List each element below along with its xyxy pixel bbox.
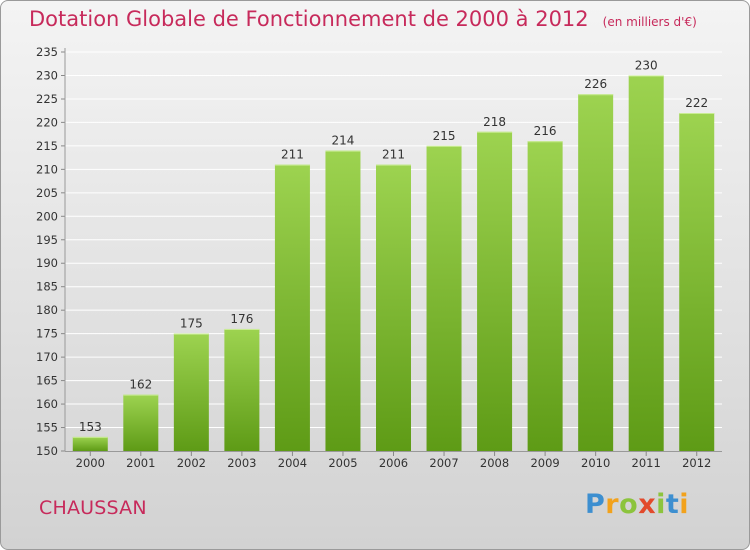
y-tick-label: 180 bbox=[36, 303, 58, 317]
y-tick-label: 165 bbox=[36, 374, 58, 388]
y-tick-label: 210 bbox=[36, 162, 58, 176]
logo-letter: t bbox=[665, 489, 680, 520]
x-tick-label: 2002 bbox=[177, 456, 206, 470]
x-tick-label: 2009 bbox=[530, 456, 559, 470]
x-tick-label: 2007 bbox=[429, 456, 458, 470]
y-tick-label: 220 bbox=[36, 115, 58, 129]
y-tick-label: 195 bbox=[36, 233, 58, 247]
logo-letter: i bbox=[656, 489, 666, 520]
x-tick-label: 2003 bbox=[227, 456, 256, 470]
data-label: 215 bbox=[433, 129, 456, 143]
y-tick-label: 160 bbox=[36, 397, 58, 411]
chart-title-text: Dotation Globale de Fonctionnement de 20… bbox=[29, 7, 589, 31]
y-tick-label: 215 bbox=[36, 139, 58, 153]
labels: 150 155 160 165 170 175 180 185 190 195 200 205 210 2… bbox=[36, 45, 711, 470]
data-label: 162 bbox=[129, 378, 152, 392]
x-tick-label: 2005 bbox=[328, 456, 357, 470]
logo-letter: x bbox=[638, 489, 657, 520]
data-label: 214 bbox=[332, 134, 355, 148]
bar bbox=[679, 113, 715, 451]
data-label: 218 bbox=[483, 115, 506, 129]
data-label: 216 bbox=[534, 124, 557, 138]
data-label: 153 bbox=[79, 420, 102, 434]
y-tick-label: 200 bbox=[36, 209, 58, 223]
bar bbox=[376, 164, 411, 452]
y-tick-label: 155 bbox=[36, 421, 58, 435]
y-tick-label: 230 bbox=[36, 68, 58, 82]
commune-name: CHAUSSAN bbox=[39, 497, 147, 519]
data-label: 226 bbox=[584, 77, 607, 91]
y-tick-label: 185 bbox=[36, 280, 58, 294]
bar bbox=[224, 328, 260, 451]
logo-letter: o bbox=[619, 489, 639, 520]
logo-letter: i bbox=[679, 489, 690, 520]
bar bbox=[426, 145, 462, 451]
logo-letter: r bbox=[605, 489, 620, 520]
logo-letter: P bbox=[585, 489, 606, 520]
bar bbox=[628, 75, 664, 452]
chart-title: Dotation Globale de Fonctionnement de 20… bbox=[29, 7, 697, 31]
y-tick-label: 205 bbox=[36, 186, 58, 200]
bar bbox=[527, 141, 563, 451]
y-tick-label: 170 bbox=[36, 350, 58, 364]
bars bbox=[72, 75, 715, 452]
proxiti-logo: Proxiti bbox=[585, 489, 689, 520]
bar bbox=[72, 436, 108, 451]
y-tick-label: 175 bbox=[36, 327, 58, 341]
y-tick-label: 225 bbox=[36, 92, 58, 106]
chart-unit-note: (en milliers d'€) bbox=[602, 15, 697, 29]
x-tick-label: 2008 bbox=[480, 456, 509, 470]
x-tick-label: 2001 bbox=[126, 456, 155, 470]
y-tick-label: 150 bbox=[36, 444, 58, 458]
x-tick-label: 2010 bbox=[581, 456, 610, 470]
x-tick-label: 2006 bbox=[379, 456, 408, 470]
x-tick-label: 2000 bbox=[76, 456, 105, 470]
data-label: 211 bbox=[382, 148, 405, 162]
data-label: 175 bbox=[180, 317, 203, 331]
bar bbox=[477, 131, 513, 452]
axes bbox=[61, 48, 722, 456]
x-tick-label: 2004 bbox=[278, 456, 307, 470]
x-tick-label: 2012 bbox=[682, 456, 711, 470]
bar bbox=[274, 164, 310, 452]
y-tick-label: 190 bbox=[36, 256, 58, 270]
x-tick-label: 2011 bbox=[632, 456, 661, 470]
data-label: 176 bbox=[230, 312, 253, 326]
data-label: 211 bbox=[281, 148, 304, 162]
bar bbox=[578, 94, 614, 451]
data-label: 230 bbox=[635, 58, 658, 72]
y-tick-label: 235 bbox=[36, 45, 58, 59]
data-label: 222 bbox=[685, 96, 708, 110]
bar bbox=[325, 150, 361, 451]
bar bbox=[123, 394, 159, 451]
bar bbox=[173, 333, 209, 451]
